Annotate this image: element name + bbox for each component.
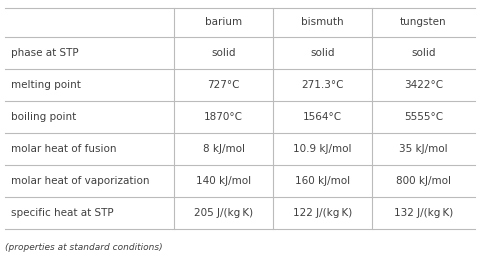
Text: solid: solid	[310, 48, 335, 58]
Text: tungsten: tungsten	[400, 17, 446, 27]
Text: boiling point: boiling point	[11, 112, 76, 122]
Text: 727°C: 727°C	[207, 80, 240, 90]
Text: 271.3°C: 271.3°C	[301, 80, 344, 90]
Text: 132 J/(kg K): 132 J/(kg K)	[394, 208, 453, 218]
Text: molar heat of fusion: molar heat of fusion	[11, 144, 116, 154]
Text: 10.9 kJ/mol: 10.9 kJ/mol	[293, 144, 351, 154]
Text: 140 kJ/mol: 140 kJ/mol	[196, 176, 251, 186]
Text: solid: solid	[411, 48, 435, 58]
Text: solid: solid	[211, 48, 236, 58]
Text: melting point: melting point	[11, 80, 81, 90]
Text: specific heat at STP: specific heat at STP	[11, 208, 113, 218]
Text: barium: barium	[205, 17, 242, 27]
Text: (properties at standard conditions): (properties at standard conditions)	[5, 243, 163, 252]
Text: 8 kJ/mol: 8 kJ/mol	[203, 144, 244, 154]
Text: 205 J/(kg K): 205 J/(kg K)	[194, 208, 253, 218]
Text: 1870°C: 1870°C	[204, 112, 243, 122]
Text: 35 kJ/mol: 35 kJ/mol	[399, 144, 448, 154]
Text: 122 J/(kg K): 122 J/(kg K)	[293, 208, 352, 218]
Text: 160 kJ/mol: 160 kJ/mol	[295, 176, 350, 186]
Text: molar heat of vaporization: molar heat of vaporization	[11, 176, 149, 186]
Text: phase at STP: phase at STP	[11, 48, 78, 58]
Text: 800 kJ/mol: 800 kJ/mol	[396, 176, 451, 186]
Text: 3422°C: 3422°C	[404, 80, 443, 90]
Text: 1564°C: 1564°C	[303, 112, 342, 122]
Text: 5555°C: 5555°C	[404, 112, 443, 122]
Text: bismuth: bismuth	[301, 17, 344, 27]
